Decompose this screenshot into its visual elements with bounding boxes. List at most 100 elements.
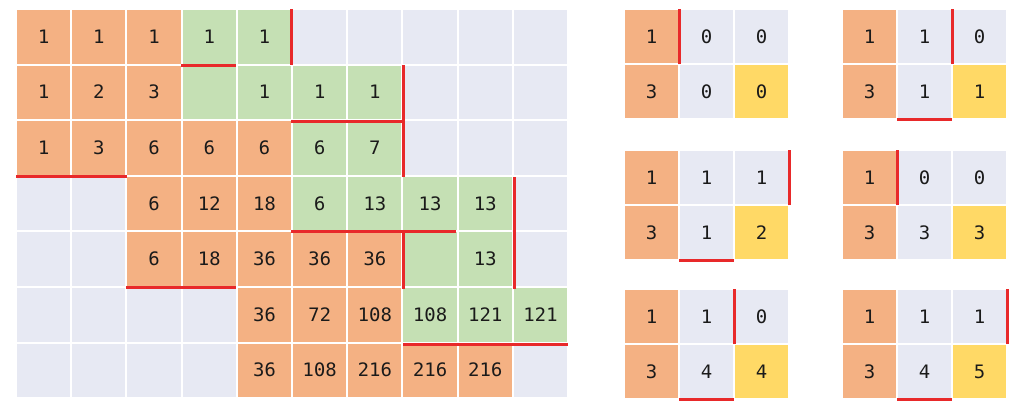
mini-cell: 4 xyxy=(679,344,734,399)
main-grid: 1 1 1 1 1 1 2 3 1 1 1 1 3 6 6 6 6 7 6 12 18 6 13 13 13 6 18 36 36 36 1… xyxy=(16,9,568,399)
grid-cell: 1 xyxy=(16,9,72,65)
grid-cell: 1 xyxy=(292,64,348,121)
grid-cell: 18 xyxy=(236,175,292,232)
mini-cell: 1 xyxy=(842,289,897,344)
grid-cell: 108 xyxy=(292,342,348,399)
grid-cell: 72 xyxy=(292,287,348,343)
grid-cell: 36 xyxy=(236,287,292,343)
grid-cell xyxy=(126,342,182,399)
mini-cell: 1 xyxy=(897,64,952,119)
grid-cell xyxy=(71,231,127,287)
grid-cell xyxy=(457,120,513,176)
mini-cell: 3 xyxy=(842,344,897,399)
grid-cell: 1 xyxy=(236,64,292,121)
grid-cell: 6 xyxy=(181,120,237,176)
grid-cell xyxy=(457,64,513,121)
grid-cell: 1 xyxy=(126,9,182,65)
grid-cell xyxy=(512,231,568,287)
grid-cell xyxy=(16,231,72,287)
mini-cell: 3 xyxy=(897,205,952,260)
grid-cell xyxy=(126,287,182,343)
grid-cell xyxy=(402,120,458,176)
mini-cell: 1 xyxy=(842,150,897,205)
grid-cell xyxy=(402,9,458,65)
red-boundary-line xyxy=(403,343,568,346)
red-boundary-line xyxy=(402,121,405,177)
mini-cell: 1 xyxy=(624,9,679,64)
red-boundary-line xyxy=(126,286,236,289)
grid-cell xyxy=(181,287,237,343)
red-boundary-line xyxy=(513,233,516,289)
grid-cell: 36 xyxy=(236,342,292,399)
grid-cell: 3 xyxy=(71,120,127,176)
red-boundary-line xyxy=(291,230,456,233)
red-boundary-line xyxy=(181,64,236,67)
grid-cell xyxy=(71,342,127,399)
mini-cell: 0 xyxy=(734,289,789,344)
grid-cell xyxy=(402,231,458,287)
grid-cell: 216 xyxy=(347,342,403,399)
red-boundary-line xyxy=(896,150,899,205)
grid-cell: 13 xyxy=(347,175,403,232)
red-boundary-line xyxy=(678,9,681,64)
grid-cell xyxy=(457,9,513,65)
red-boundary-line xyxy=(733,289,736,344)
red-boundary-line xyxy=(1006,289,1009,344)
mini-cell: 2 xyxy=(734,205,789,260)
mini-cell: 0 xyxy=(897,150,952,205)
grid-cell: 6 xyxy=(236,120,292,176)
mini-cell: 1 xyxy=(897,289,952,344)
mini-cell: 1 xyxy=(679,205,734,260)
mini-cell: 3 xyxy=(842,64,897,119)
mini-cell: 0 xyxy=(679,9,734,64)
mini-cell: 1 xyxy=(734,150,789,205)
mini-cell: 5 xyxy=(952,344,1007,399)
grid-cell: 1 xyxy=(16,64,72,121)
grid-cell: 12 xyxy=(181,175,237,232)
mini-cell: 0 xyxy=(679,64,734,119)
mini-cell: 0 xyxy=(952,9,1007,64)
grid-cell xyxy=(16,287,72,343)
grid-cell: 216 xyxy=(402,342,458,399)
grid-cell: 216 xyxy=(457,342,513,399)
mini-cell: 1 xyxy=(897,9,952,64)
grid-cell: 1 xyxy=(236,9,292,65)
grid-cell xyxy=(512,120,568,176)
grid-cell: 7 xyxy=(347,120,403,176)
grid-cell xyxy=(402,64,458,121)
red-boundary-line xyxy=(290,9,293,65)
mini-cell: 3 xyxy=(624,64,679,119)
grid-cell xyxy=(71,175,127,232)
mini-cell: 1 xyxy=(624,150,679,205)
mini-cell: 0 xyxy=(952,150,1007,205)
mini-cell: 4 xyxy=(897,344,952,399)
red-boundary-line xyxy=(16,175,127,178)
mini-cell: 3 xyxy=(624,205,679,260)
mini-cell: 1 xyxy=(679,150,734,205)
grid-cell: 108 xyxy=(347,287,403,343)
red-boundary-line xyxy=(513,177,516,233)
grid-cell xyxy=(181,342,237,399)
grid-cell: 121 xyxy=(457,287,513,343)
red-boundary-line xyxy=(679,259,734,262)
grid-cell xyxy=(347,9,403,65)
grid-cell: 1 xyxy=(181,9,237,65)
mini-cell: 1 xyxy=(952,289,1007,344)
grid-cell: 108 xyxy=(402,287,458,343)
grid-cell: 1 xyxy=(16,120,72,176)
mini-cell: 1 xyxy=(842,9,897,64)
grid-cell xyxy=(512,175,568,232)
red-boundary-line xyxy=(951,9,954,64)
red-boundary-line xyxy=(679,398,734,401)
grid-cell xyxy=(16,342,72,399)
mini-cell: 1 xyxy=(679,289,734,344)
mini-cell: 1 xyxy=(624,289,679,344)
grid-cell xyxy=(512,64,568,121)
grid-cell: 2 xyxy=(71,64,127,121)
mini-cell: 4 xyxy=(734,344,789,399)
grid-cell: 1 xyxy=(347,64,403,121)
red-boundary-line xyxy=(291,120,403,123)
grid-cell: 13 xyxy=(457,231,513,287)
